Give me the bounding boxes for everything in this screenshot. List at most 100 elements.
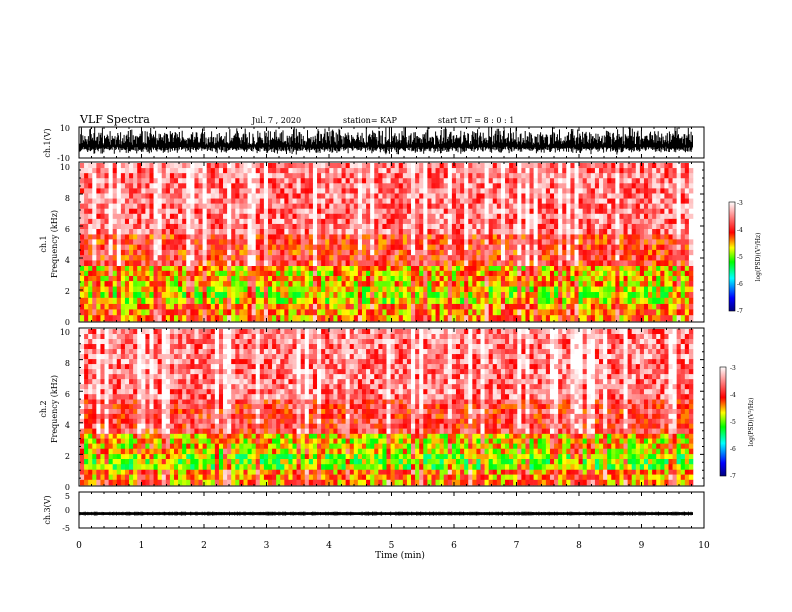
spectrogram-cell [206,229,212,235]
spectrogram-cell [182,178,187,184]
spectrogram-cell [341,198,346,204]
spectrogram-cell [202,275,207,282]
spectrogram-cell [582,173,588,179]
spectrogram-cell [664,239,669,245]
spectrogram-cell [619,193,624,199]
spectrogram-cell [96,178,101,184]
spectrogram-cell [680,479,686,486]
spectrogram-cell [137,193,142,199]
spectrogram-cell [218,309,224,316]
spectrogram-cell [92,208,97,215]
spectrogram-cell [558,234,563,240]
spectrogram-cell [570,270,575,277]
spectrogram-cell [333,469,338,475]
spectrogram-cell [235,281,240,287]
spectrogram-cell [590,178,596,184]
spectrogram-cell [239,286,244,293]
spectrogram-cell [623,315,628,322]
spectrogram-cell [349,188,355,194]
spectrogram-cell [525,469,530,475]
spectrogram-cell [374,286,379,293]
spectrogram-cell [521,275,526,282]
spectrogram-cell [353,183,359,189]
spectrogram-cell [406,249,412,256]
spectrogram-cell [574,234,579,240]
spectrogram-cell [206,173,212,179]
spectrogram-cell [300,249,306,256]
spectrogram-cell [513,223,518,230]
spectrogram-cell [165,479,171,486]
spectrogram-cell [190,249,195,256]
spectrogram-cell [549,183,555,189]
spectrogram-cell [357,281,363,287]
spectrogram-cell [337,218,342,225]
spectrogram-cell [394,297,400,304]
spectrogram-cell [292,469,297,475]
spectrogram-cell [619,275,624,282]
spectrogram-cell [120,315,126,322]
spectrogram-cell [300,255,306,261]
spectrogram-cell [321,208,326,215]
spectrogram-cell [292,281,297,287]
spectrogram-cell [112,168,118,174]
spectrogram-cell [124,193,130,199]
spectrogram-cell [668,286,673,293]
spectrogram-cell [398,173,404,179]
spectrogram-cell [451,297,457,304]
spectrogram-cell [182,229,187,235]
spectrogram-cell [386,265,391,272]
spectrogram-cell [321,213,326,220]
spectrogram-cell [112,315,118,322]
spectrogram-cell [562,163,567,169]
spectrogram-cell [165,265,171,272]
spectrogram-cell [235,173,240,179]
spectrogram-cell [88,173,93,179]
spectrogram-cell [643,255,649,261]
spectrogram-cell [259,193,265,199]
spectrogram-cell [361,255,367,261]
spectrogram-cell [680,275,686,282]
spectrogram-cell [566,223,571,230]
spectrogram-cell [382,474,387,481]
spectrogram-cell [366,265,371,272]
spectrogram-cell [243,260,248,266]
spectrogram-cell [570,479,575,486]
spectrogram-cell [582,255,588,261]
spectrogram-cell [455,479,461,486]
spectrogram-cell [566,309,571,316]
spectrogram-cell [599,223,604,230]
spectrogram-cell [660,183,665,189]
spectrogram-cell [529,479,534,486]
spectrogram-cell [611,203,616,210]
spectrogram-cell [435,479,440,486]
spectrogram-cell [182,193,187,199]
spectrogram-cell [292,309,297,316]
spectrogram-cell [656,203,661,210]
spectrogram-cell [255,223,261,230]
spectrogram-cell [558,163,563,169]
spectrogram-cell [484,208,489,215]
spectrogram-cell [439,281,445,287]
spectrogram-cell [443,188,449,194]
spectrogram-cell [112,479,118,486]
spectrogram-cell [329,292,334,299]
spectrogram-cell [108,469,113,475]
spectrogram-cell [341,474,346,481]
spectrogram-cell [206,208,212,215]
spectrogram-cell [472,292,477,299]
spectrogram-cell [116,229,122,235]
spectrogram-cell [525,474,530,481]
spectrogram-cell [280,292,285,299]
spectrogram-cell [186,297,191,304]
spectrogram-cell [357,223,363,230]
spectrogram-cell [566,234,571,240]
spectrogram-cell [529,297,534,304]
spectrogram-cell [251,203,257,210]
spectrogram-cell [488,173,494,179]
spectrogram-cell [586,173,592,179]
spectrogram-cell [443,286,449,293]
spectrogram-cell [243,218,248,225]
spectrogram-cell [202,292,207,299]
spectrogram-cell [227,193,232,199]
spectrogram-cell [672,249,677,256]
